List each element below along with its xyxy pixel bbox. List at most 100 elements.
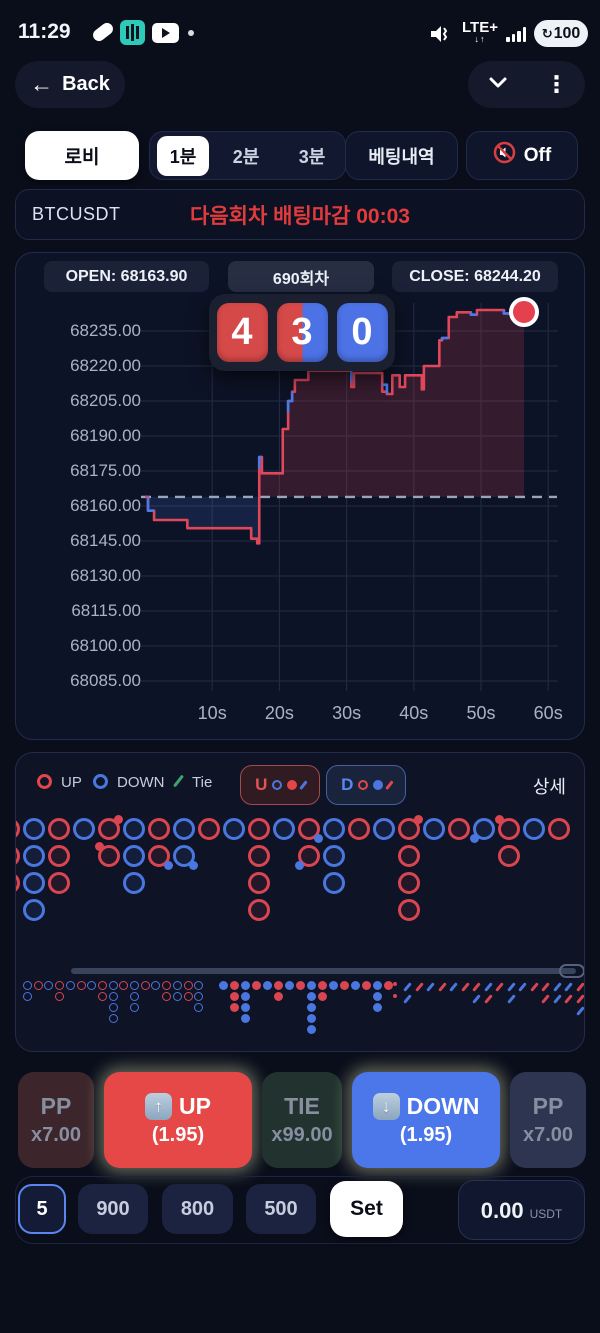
slash-mark — [414, 982, 424, 992]
road-corner-dot — [470, 834, 479, 843]
pp-left-label: PP — [40, 1093, 72, 1119]
tab-2min[interactable]: 2분 — [232, 146, 260, 167]
big-road-cell — [248, 899, 270, 921]
slash-mark — [575, 994, 584, 1004]
bet-tie-button[interactable]: TIE x99.00 — [262, 1072, 342, 1168]
road-corner-dot — [114, 815, 123, 824]
road-corner-dot — [295, 861, 304, 870]
slash-mark — [426, 982, 435, 992]
bead-ring-cell — [151, 981, 161, 990]
current-price-dot — [509, 297, 539, 327]
bead-ring-cell — [23, 981, 32, 990]
bead-dot-cell — [219, 981, 228, 990]
slash-mark — [449, 982, 458, 992]
down-legend-label: DOWN — [117, 774, 165, 791]
slash-mark — [552, 982, 562, 992]
amount-chip-900[interactable]: 900 — [78, 1184, 148, 1234]
bet-history-button[interactable]: 베팅내역 — [345, 131, 458, 180]
bead-dot-cell — [241, 981, 250, 990]
youtube-icon — [152, 23, 179, 43]
big-road-cell — [548, 818, 570, 840]
bead-dot-cell — [285, 981, 294, 990]
countdown-timer: 4 3 0 — [209, 294, 395, 371]
big-road-cell — [173, 845, 198, 870]
y-axis-tick: 68205.00 — [70, 391, 141, 410]
bead-ring-cell — [183, 981, 193, 990]
bead-dot-cell — [296, 981, 305, 990]
bead-dot-cell — [230, 1003, 239, 1012]
tie-legend-icon — [173, 774, 184, 788]
y-axis-tick: 68115.00 — [71, 601, 141, 620]
y-axis-tick: 68100.00 — [70, 636, 141, 655]
pp-left-button[interactable]: PP x7.00 — [18, 1072, 94, 1168]
pp-right-button[interactable]: PP x7.00 — [510, 1072, 586, 1168]
bead-ring-cell — [87, 981, 97, 990]
slash-mark — [483, 994, 493, 1004]
bet-up-odds: (1.95) — [151, 1124, 205, 1146]
big-road-cell — [173, 818, 195, 840]
big-road-cell — [248, 845, 270, 867]
big-road-cell — [323, 818, 345, 840]
slash-mark — [483, 982, 493, 992]
big-road-cell — [148, 845, 173, 870]
countdown-digit: 0 — [336, 303, 388, 362]
tab-1min[interactable]: 1분 — [157, 135, 209, 176]
up-arrow-icon: ↑ — [145, 1093, 173, 1120]
big-road-cell — [273, 818, 295, 840]
bet-deadline-text: 다음회차 배팅마감 00:03 — [190, 204, 410, 228]
sound-off-toggle[interactable]: Off — [466, 131, 578, 180]
y-axis-tick: 68145.00 — [70, 531, 141, 550]
bead-dot-cell — [241, 1014, 250, 1023]
y-axis-tick: 68130.00 — [70, 566, 141, 585]
up-filter-button[interactable]: U — [240, 765, 320, 805]
x-axis-tick: 10s — [197, 703, 227, 723]
bead-ring-cell — [162, 992, 172, 1001]
bead-dot-cell — [362, 981, 371, 990]
tab-lobby[interactable]: 로비 — [25, 131, 139, 180]
bead-ring-cell — [33, 981, 43, 990]
collapse-chevron-button[interactable] — [485, 69, 511, 100]
big-road-cell — [373, 818, 395, 840]
bead-ring-cell — [130, 1003, 139, 1012]
bead-ring-cell — [140, 981, 150, 990]
bead-dot-cell — [252, 981, 261, 990]
big-road-cell — [523, 818, 545, 840]
balance-currency: USDT — [529, 1207, 563, 1221]
slash-mark — [541, 982, 550, 992]
x-axis-tick: 50s — [466, 703, 496, 723]
close-price-pill: CLOSE: 68244.20 — [392, 261, 558, 292]
big-road-cell — [48, 872, 70, 894]
y-axis-tick: 68160.00 — [70, 496, 141, 515]
tab-3min[interactable]: 3분 — [298, 146, 326, 167]
amount-chip-800[interactable]: 800 — [162, 1184, 233, 1234]
bead-dot-cell — [230, 992, 239, 1001]
slash-mark — [472, 994, 481, 1004]
sound-off-icon — [493, 141, 516, 170]
bet-up-button[interactable]: ↑ UP (1.95) — [104, 1072, 252, 1168]
pre-mark-dot — [393, 982, 397, 986]
road-scrollbar[interactable] — [71, 968, 576, 974]
up-legend-icon — [37, 774, 52, 789]
big-road-cell — [48, 818, 70, 840]
u-filter-label: U — [255, 775, 268, 794]
bead-dot-cell — [230, 981, 239, 990]
back-button[interactable]: ← Back — [15, 61, 125, 108]
big-road-cell — [23, 899, 45, 921]
detail-link[interactable]: 상세 — [532, 777, 566, 797]
big-road-cell — [398, 872, 420, 894]
road-scrollbar-thumb[interactable] — [559, 964, 584, 978]
bead-ring-cell — [76, 981, 86, 990]
amount-chip-selected[interactable]: 5 — [18, 1184, 66, 1234]
amount-chip-500[interactable]: 500 — [246, 1184, 316, 1234]
up-legend-label: UP — [61, 774, 82, 791]
bead-ring-cell — [55, 981, 65, 990]
overflow-menu-button[interactable]: ⋮ — [545, 71, 568, 97]
bet-down-button[interactable]: ↓ DOWN (1.95) — [352, 1072, 500, 1168]
header-menu-group: ⋮ — [468, 61, 585, 108]
set-amount-button[interactable]: Set — [330, 1181, 403, 1237]
bead-dot-cell — [307, 981, 316, 990]
down-filter-button[interactable]: D — [326, 765, 406, 805]
big-road-cell — [16, 872, 20, 894]
bead-dot-cell — [274, 992, 283, 1001]
